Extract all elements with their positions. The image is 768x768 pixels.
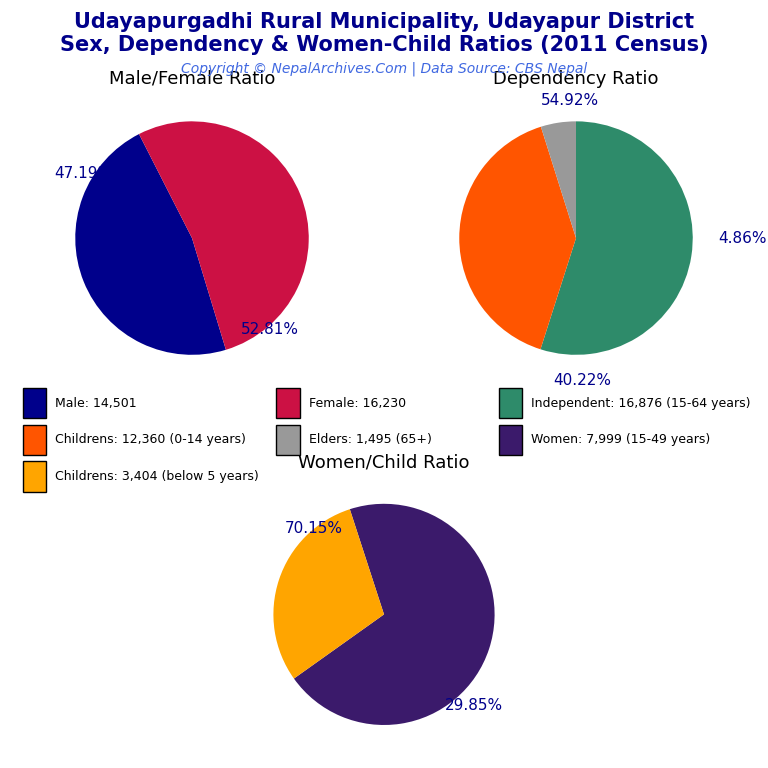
Text: Copyright © NepalArchives.Com | Data Source: CBS Nepal: Copyright © NepalArchives.Com | Data Sou… bbox=[181, 61, 587, 76]
Text: Sex, Dependency & Women-Child Ratios (2011 Census): Sex, Dependency & Women-Child Ratios (20… bbox=[60, 35, 708, 55]
Title: Women/Child Ratio: Women/Child Ratio bbox=[298, 454, 470, 472]
Wedge shape bbox=[541, 121, 693, 355]
Text: Independent: 16,876 (15-64 years): Independent: 16,876 (15-64 years) bbox=[531, 397, 751, 410]
FancyBboxPatch shape bbox=[499, 389, 522, 419]
Text: 52.81%: 52.81% bbox=[241, 322, 299, 336]
FancyBboxPatch shape bbox=[276, 389, 300, 419]
Wedge shape bbox=[459, 127, 576, 349]
FancyBboxPatch shape bbox=[23, 462, 46, 492]
Text: 54.92%: 54.92% bbox=[541, 93, 599, 108]
Text: Childrens: 3,404 (below 5 years): Childrens: 3,404 (below 5 years) bbox=[55, 470, 259, 483]
Title: Male/Female Ratio: Male/Female Ratio bbox=[109, 70, 275, 88]
Text: Women: 7,999 (15-49 years): Women: 7,999 (15-49 years) bbox=[531, 433, 710, 446]
Text: Male: 14,501: Male: 14,501 bbox=[55, 397, 137, 410]
FancyBboxPatch shape bbox=[499, 425, 522, 455]
FancyBboxPatch shape bbox=[23, 389, 46, 419]
Wedge shape bbox=[273, 509, 384, 679]
Wedge shape bbox=[541, 121, 576, 238]
FancyBboxPatch shape bbox=[23, 425, 46, 455]
Text: 70.15%: 70.15% bbox=[284, 521, 343, 535]
Text: 40.22%: 40.22% bbox=[553, 373, 611, 388]
Text: Female: 16,230: Female: 16,230 bbox=[309, 397, 406, 410]
Wedge shape bbox=[139, 121, 309, 349]
Text: Elders: 1,495 (65+): Elders: 1,495 (65+) bbox=[309, 433, 432, 446]
Title: Dependency Ratio: Dependency Ratio bbox=[493, 70, 659, 88]
Text: Udayapurgadhi Rural Municipality, Udayapur District: Udayapurgadhi Rural Municipality, Udayap… bbox=[74, 12, 694, 31]
FancyBboxPatch shape bbox=[276, 425, 300, 455]
Text: Childrens: 12,360 (0-14 years): Childrens: 12,360 (0-14 years) bbox=[55, 433, 247, 446]
Text: 29.85%: 29.85% bbox=[445, 697, 503, 713]
Wedge shape bbox=[294, 504, 495, 725]
Text: 47.19%: 47.19% bbox=[55, 167, 112, 181]
Text: 4.86%: 4.86% bbox=[718, 230, 767, 246]
Wedge shape bbox=[75, 134, 226, 355]
